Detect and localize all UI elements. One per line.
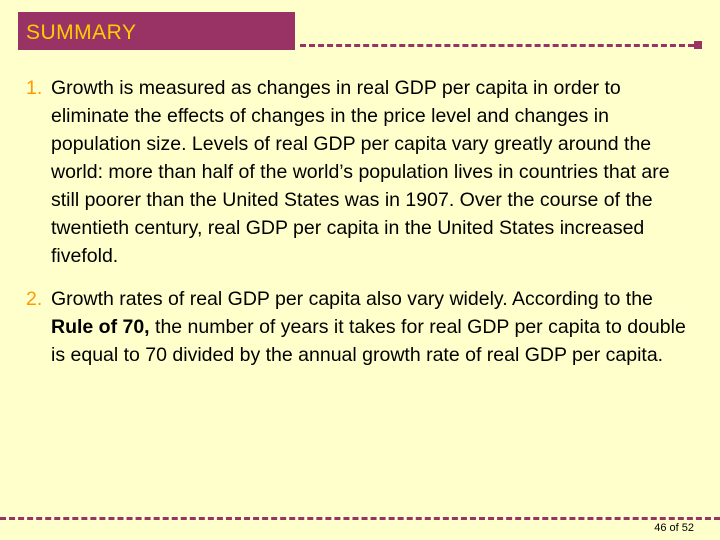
summary-item-2: 2. Growth rates of real GDP per capita a… [26,285,696,369]
summary-list: 1. Growth is measured as changes in real… [26,74,696,369]
bottom-dashed-divider [0,517,720,520]
top-dashed-divider [300,44,694,47]
item-number: 1. [26,77,43,99]
item-text-after: the number of years it takes for real GD… [51,316,686,366]
page-total: of 52 [669,522,694,534]
item-number: 2. [26,288,43,310]
page-number: 46 [654,522,667,534]
top-divider-end-marker [694,41,702,49]
item-text: Growth is measured as changes in real GD… [51,77,670,267]
page-indicator: 46 of 52 [654,522,694,534]
summary-item-1: 1. Growth is measured as changes in real… [26,74,696,270]
slide-title-bar: SUMMARY [18,12,295,50]
slide-title: SUMMARY [26,21,137,44]
rule-of-70-term: Rule of 70, [51,316,150,338]
item-text-before: Growth rates of real GDP per capita also… [51,288,653,310]
